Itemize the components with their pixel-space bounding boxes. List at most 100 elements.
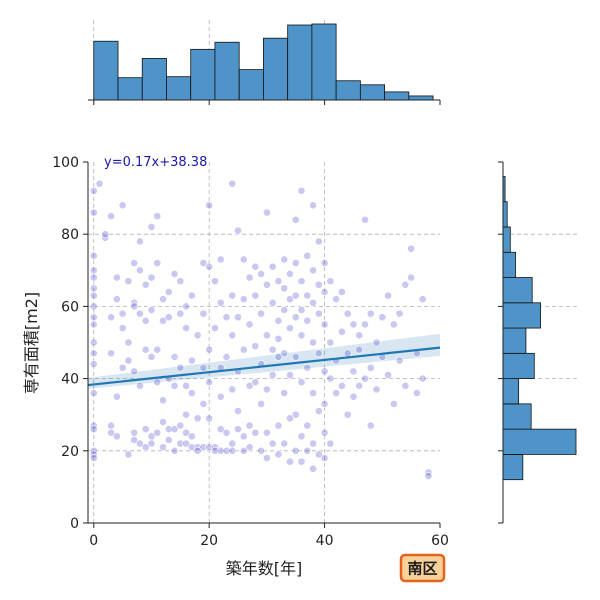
scatter-point xyxy=(297,277,306,286)
scatter-point xyxy=(130,302,139,311)
scatter-point xyxy=(366,309,375,318)
scatter-point xyxy=(280,439,289,448)
scatter-point xyxy=(384,371,392,379)
scatter-point xyxy=(141,425,150,434)
scatter-point xyxy=(320,288,329,296)
scatter-point xyxy=(199,363,208,372)
scatter-point xyxy=(182,410,190,419)
scatter-point xyxy=(320,367,329,376)
scatter-point xyxy=(89,273,98,282)
scatter-point xyxy=(118,309,127,318)
scatter-point xyxy=(349,320,358,329)
scatter-point xyxy=(130,436,139,444)
scatter-point xyxy=(176,421,185,430)
scatter-point xyxy=(216,298,225,307)
scatter-point xyxy=(257,446,266,455)
scatter-point xyxy=(286,295,294,304)
scatter-point xyxy=(332,389,341,397)
x-tick-label: 20 xyxy=(200,533,218,549)
scatter-point xyxy=(274,334,283,343)
scatter-point xyxy=(245,273,254,282)
scatter-point xyxy=(170,446,179,455)
scatter-point xyxy=(286,414,294,423)
scatter-point xyxy=(199,443,208,452)
scatter-point xyxy=(182,324,190,332)
scatter-point xyxy=(314,280,323,289)
scatter-point xyxy=(89,313,98,322)
scatter-point xyxy=(314,237,323,246)
scatter-point xyxy=(320,454,329,462)
scatter-point xyxy=(286,270,294,278)
right-hist-bar xyxy=(502,201,508,228)
scatter-point xyxy=(187,356,196,365)
top-hist-bar xyxy=(190,48,216,101)
scatter-point xyxy=(205,378,214,387)
scatter-point xyxy=(303,316,312,325)
scatter-point xyxy=(107,428,115,437)
scatter-point xyxy=(118,201,127,210)
scatter-point xyxy=(228,446,237,455)
scatter-point xyxy=(257,270,266,278)
top-hist-bar xyxy=(287,24,313,101)
scatter-point xyxy=(216,392,225,401)
scatter-point xyxy=(141,316,150,325)
scatter-point xyxy=(89,291,98,300)
scatter-point xyxy=(182,428,190,437)
scatter-point xyxy=(239,345,248,354)
regression-line xyxy=(88,346,440,387)
scatter-point xyxy=(205,201,214,210)
scatter-points xyxy=(89,179,433,480)
y-axis-label: 専有面積[m2] xyxy=(22,292,41,394)
scatter-point xyxy=(136,266,144,275)
scatter-point xyxy=(251,428,260,437)
scatter-point xyxy=(326,338,335,347)
scatter-point xyxy=(303,251,312,260)
scatter-point xyxy=(418,374,427,383)
scatter-point xyxy=(239,432,248,441)
scatter-point xyxy=(107,349,115,358)
scatter-point xyxy=(245,421,254,430)
scatter-point xyxy=(164,288,173,296)
scatter-point xyxy=(228,439,237,448)
y-tick-label: 100 xyxy=(52,155,79,171)
scatter-point xyxy=(314,407,323,415)
scatter-point xyxy=(112,432,121,441)
y-axis-ticks: 0 20 40 60 80 100 xyxy=(52,155,88,532)
right-hist-bar xyxy=(502,226,511,253)
scatter-point xyxy=(170,381,179,390)
scatter-point xyxy=(159,396,167,405)
right-hist-bar xyxy=(502,302,541,329)
scatter-point xyxy=(199,399,208,408)
scatter-point xyxy=(262,208,271,217)
scatter-point xyxy=(245,443,254,452)
scatter-point xyxy=(251,262,260,271)
scatter-point xyxy=(153,259,162,267)
top-hist-bar xyxy=(117,77,143,101)
scatter-point xyxy=(389,399,398,408)
scatter-point xyxy=(89,425,98,434)
scatter-point xyxy=(187,443,196,452)
scatter-point xyxy=(136,309,144,318)
district-badge: 南区 xyxy=(399,553,446,583)
scatter-point xyxy=(320,399,329,408)
top-hist-bar xyxy=(408,95,434,101)
top-hist-bar xyxy=(359,84,386,101)
scatter-point xyxy=(291,446,300,455)
scatter-point xyxy=(309,201,317,210)
scatter-point xyxy=(280,349,289,358)
scatter-point xyxy=(228,291,237,300)
scatter-point xyxy=(211,277,219,286)
scatter-point xyxy=(401,381,410,390)
scatter-point xyxy=(274,421,283,430)
scatter-point xyxy=(297,378,306,387)
scatter-point xyxy=(124,338,133,347)
scatter-point xyxy=(153,212,162,221)
scatter-point xyxy=(147,273,156,282)
regression-line-group xyxy=(88,346,440,387)
scatter-point xyxy=(291,215,300,224)
scatter-point xyxy=(280,389,289,397)
scatter-point xyxy=(164,436,173,444)
scatter-point xyxy=(176,439,185,448)
scatter-point xyxy=(187,389,196,397)
scatter-point xyxy=(234,313,242,322)
